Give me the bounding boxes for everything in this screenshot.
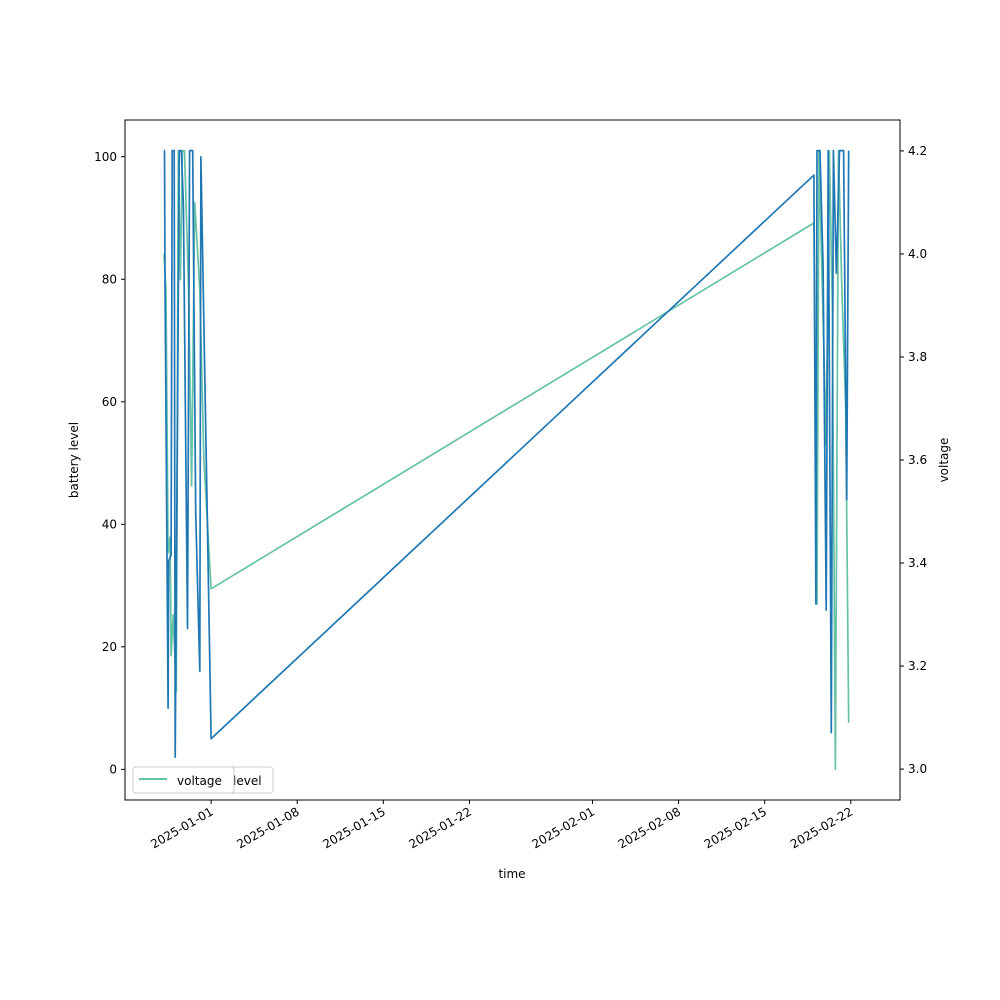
right-y-axis-ticks: 3.0 3.2 3.4 3.6 3.8 4.0 4.2	[900, 144, 927, 776]
legend-label-level: level	[233, 774, 262, 788]
left-y-tick-label: 0	[109, 762, 117, 776]
x-tick-label: 2025-01-22	[407, 804, 474, 851]
right-y-tick-label: 3.0	[908, 762, 927, 776]
x-axis-ticks: 2025-01-01 2025-01-08 2025-01-15 2025-01-22…	[148, 800, 855, 851]
x-axis-label: time	[498, 867, 525, 881]
x-tick-label: 2025-02-08	[616, 804, 683, 851]
left-y-tick-label: 20	[102, 640, 117, 654]
right-y-tick-label: 3.2	[908, 659, 927, 673]
left-y-tick-label: 40	[102, 517, 117, 531]
left-y-tick-label: 80	[102, 272, 117, 286]
right-y-tick-label: 3.8	[908, 350, 927, 364]
x-tick-label: 2025-01-08	[234, 804, 301, 851]
x-tick-label: 2025-01-01	[148, 804, 215, 851]
legend-box-voltage	[132, 766, 235, 794]
right-y-tick-label: 4.2	[908, 144, 927, 158]
x-tick-label: 2025-02-15	[702, 804, 769, 851]
plot-frame	[124, 119, 901, 801]
series-line-voltage	[163, 150, 850, 770]
right-y-tick-label: 4.0	[908, 247, 927, 261]
series-line-level	[163, 149, 850, 758]
right-y-tick-label: 3.6	[908, 453, 927, 467]
left-y-axis-label: battery level	[67, 422, 81, 498]
legend-voltage: voltage	[132, 766, 235, 794]
x-tick-label: 2025-02-01	[530, 804, 597, 851]
left-y-tick-label: 100	[94, 150, 117, 164]
left-y-axis-ticks: 0 20 40 60 80 100	[94, 150, 125, 776]
right-y-tick-label: 3.4	[908, 556, 927, 570]
right-y-axis-label: voltage	[937, 438, 951, 483]
x-tick-label: 2025-01-15	[320, 804, 387, 851]
series-lines	[163, 149, 850, 770]
legend-label-voltage: voltage	[177, 774, 222, 788]
left-y-tick-label: 60	[102, 395, 117, 409]
x-tick-label: 2025-02-22	[788, 804, 855, 851]
